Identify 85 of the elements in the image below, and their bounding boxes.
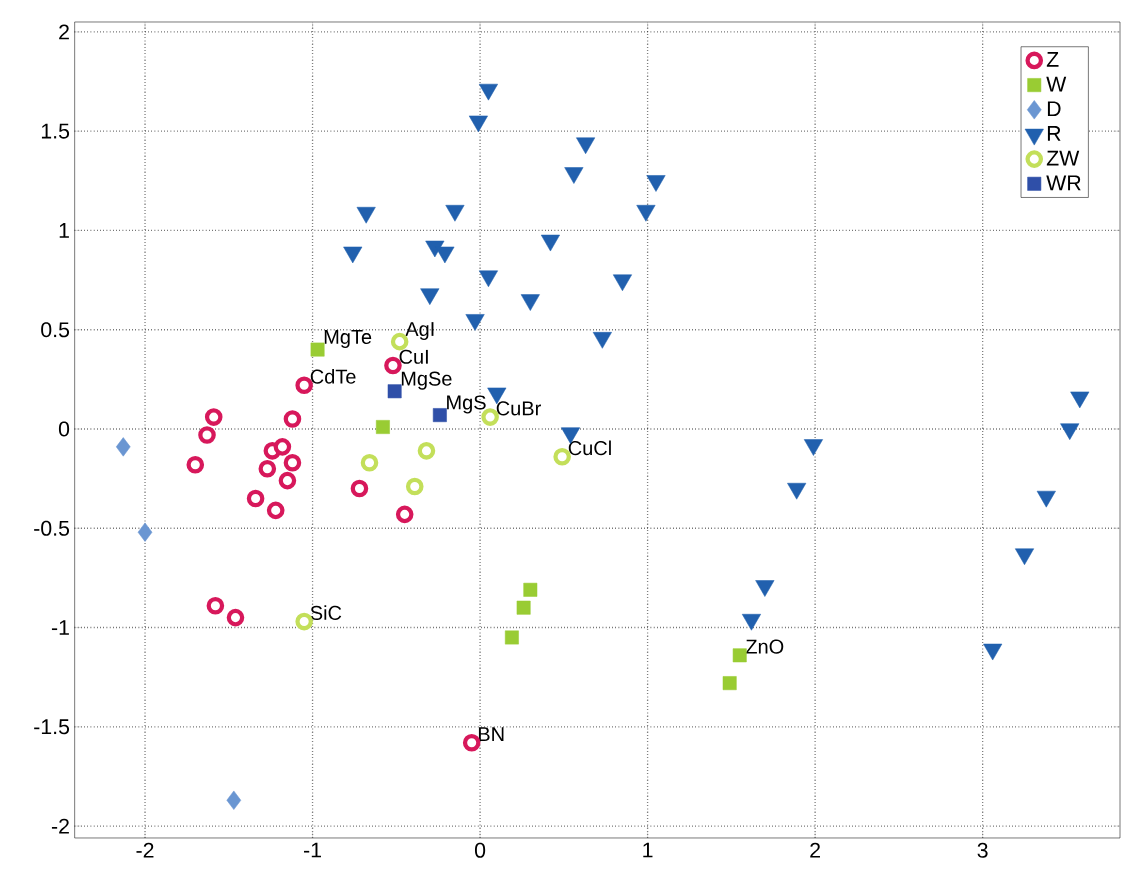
point — [387, 384, 402, 399]
point — [462, 733, 481, 752]
point — [310, 342, 325, 357]
y-tick-label: -1 — [51, 620, 69, 635]
legend-label: ZW — [1046, 150, 1080, 166]
legend-label: Z — [1046, 52, 1059, 67]
point — [1070, 391, 1090, 409]
point — [283, 453, 302, 472]
annotation: MgTe — [324, 330, 372, 348]
y-tick-label: -2 — [51, 818, 69, 834]
point — [420, 288, 440, 305]
annotation: CuCl — [568, 440, 611, 456]
point — [468, 115, 488, 133]
point — [722, 676, 737, 691]
point — [787, 482, 807, 500]
point — [478, 83, 498, 101]
annotation: ZnO — [745, 639, 784, 654]
legend-label: WR — [1046, 175, 1081, 191]
point — [375, 420, 390, 434]
point — [273, 438, 292, 456]
y-tick-label: -1.5 — [34, 719, 70, 735]
point — [405, 477, 424, 496]
x-tick-label: -1 — [304, 842, 321, 858]
point — [283, 410, 302, 428]
point — [198, 426, 216, 444]
point — [278, 471, 297, 490]
annotation: AgI — [405, 322, 434, 341]
point — [445, 205, 465, 222]
annotation: CdTe — [310, 369, 356, 384]
y-tick-label: -0.5 — [34, 520, 70, 536]
point — [360, 453, 379, 472]
point — [516, 600, 531, 615]
x-tick-label: 1 — [643, 842, 653, 858]
point — [520, 294, 540, 311]
annotation: CuBr — [496, 401, 541, 416]
point — [592, 332, 612, 349]
point — [226, 608, 245, 627]
point — [523, 582, 538, 597]
annotation: MgS — [447, 395, 486, 414]
y-tick-label: 2 — [59, 24, 69, 40]
point — [435, 246, 455, 264]
y-tick-label: 0 — [58, 421, 70, 437]
point — [504, 630, 519, 645]
point — [137, 522, 153, 542]
annotation: BN — [478, 727, 504, 742]
point — [206, 596, 225, 615]
point — [646, 175, 666, 192]
y-tick-label: 1 — [59, 223, 69, 238]
x-tick-label: 3 — [977, 842, 988, 858]
point — [395, 505, 414, 524]
point — [246, 489, 265, 508]
point — [803, 439, 823, 456]
point — [732, 648, 747, 663]
annotation: MgSe — [401, 371, 452, 390]
point — [465, 314, 485, 331]
point — [266, 501, 285, 520]
y-tick-label: 1.5 — [41, 123, 70, 139]
x-tick-label: -2 — [136, 842, 154, 858]
point — [636, 205, 656, 222]
x-tick-label: 0 — [474, 842, 486, 858]
annotation: CuI — [399, 349, 428, 364]
point — [343, 246, 363, 264]
legend-label: W — [1046, 76, 1067, 92]
point — [295, 612, 313, 631]
point — [1060, 423, 1080, 440]
point — [1036, 490, 1056, 508]
point — [115, 437, 131, 457]
x-tick-label: 2 — [810, 842, 820, 858]
annotation: SiC — [310, 605, 342, 620]
point — [226, 790, 242, 810]
point — [564, 167, 584, 184]
legend-label: D — [1047, 101, 1061, 117]
point — [186, 455, 205, 474]
point — [612, 274, 632, 292]
point — [356, 206, 376, 224]
legend-label: R — [1047, 126, 1061, 141]
point — [432, 408, 447, 423]
point — [540, 234, 560, 252]
point — [417, 442, 436, 460]
y-tick-label: 0.5 — [41, 322, 70, 338]
point — [258, 459, 277, 478]
point — [204, 408, 223, 426]
point — [478, 270, 498, 288]
point — [350, 479, 369, 498]
point — [576, 137, 596, 155]
